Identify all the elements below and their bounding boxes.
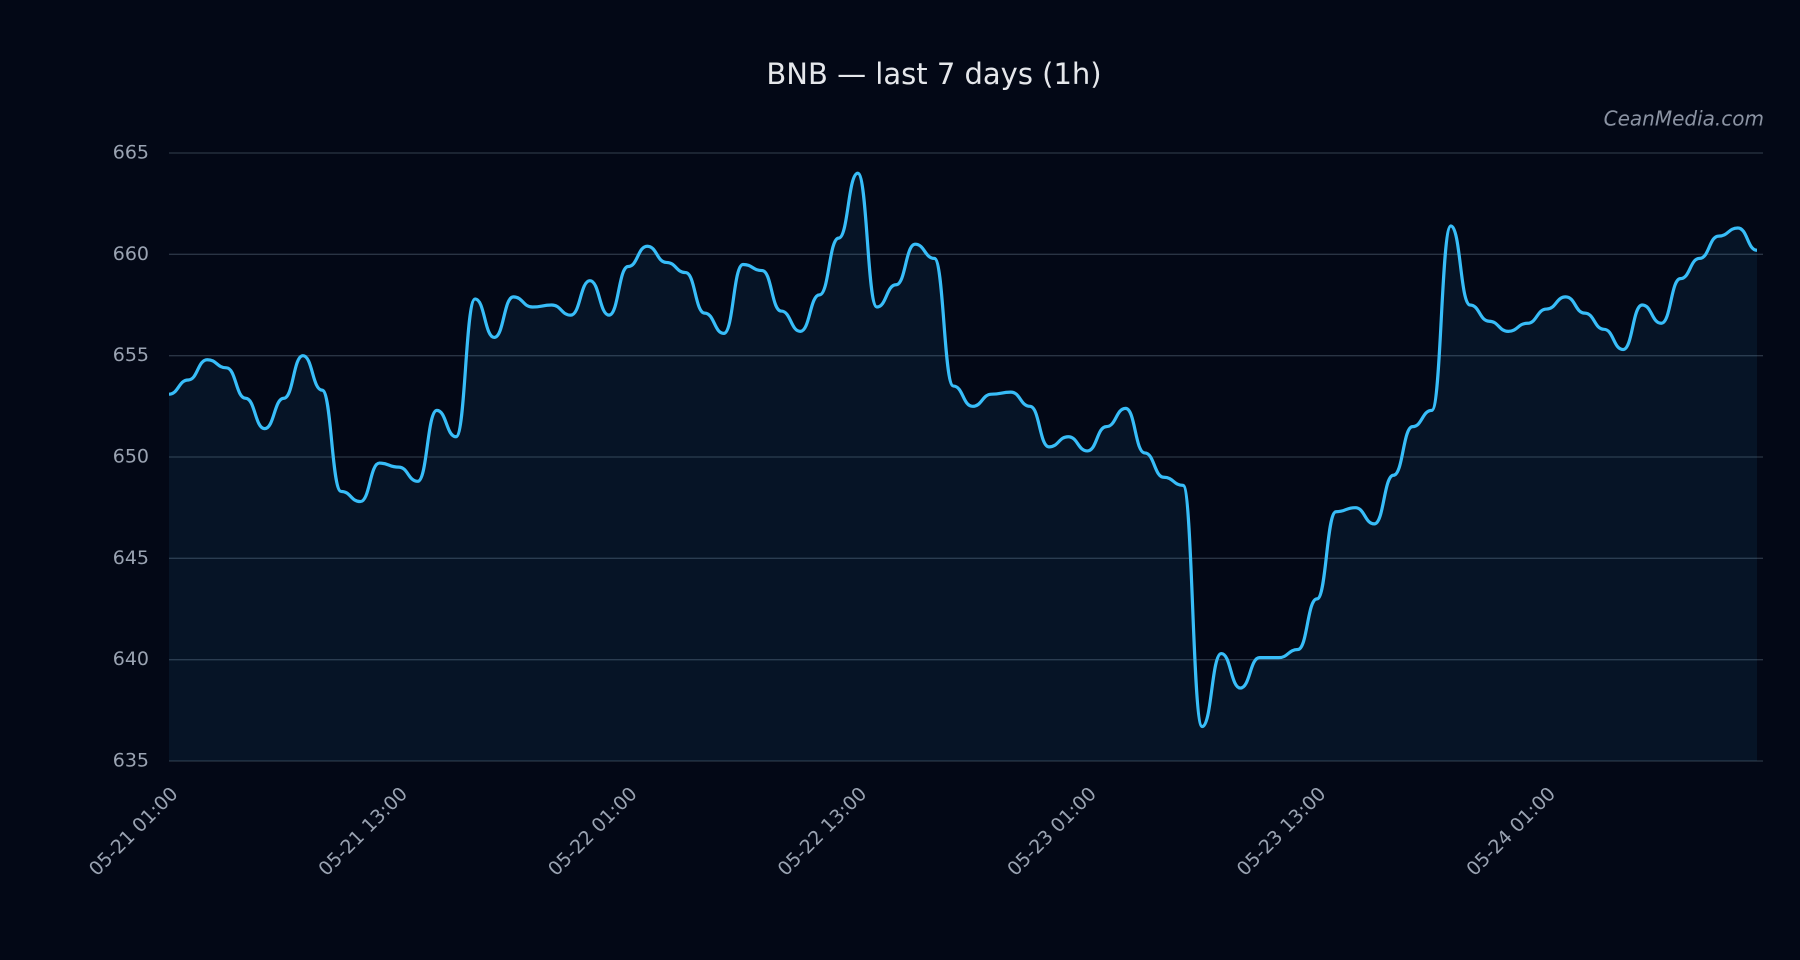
- chart-title: BNB — last 7 days (1h): [766, 57, 1101, 91]
- x-tick-label: 05-22 13:00: [774, 783, 872, 881]
- y-tick-label: 650: [113, 446, 149, 468]
- x-tick-label: 05-22 01:00: [544, 783, 642, 881]
- y-tick-label: 645: [113, 547, 149, 569]
- area: [169, 173, 1757, 761]
- y-tick-label: 655: [113, 344, 149, 366]
- y-tick-label: 665: [113, 142, 149, 164]
- x-tick-label: 05-24 01:00: [1462, 783, 1560, 881]
- x-tick-label: 05-21 01:00: [85, 783, 183, 881]
- price-line: [168, 171, 1758, 729]
- y-tick-label: 660: [113, 243, 149, 265]
- watermark: CeanMedia.com: [1604, 107, 1764, 131]
- x-tick-label: 05-21 13:00: [314, 783, 412, 881]
- x-tick-label: 05-23 01:00: [1003, 783, 1101, 881]
- y-tick-label: 635: [113, 750, 149, 772]
- y-tick-label: 640: [113, 648, 149, 670]
- x-tick-label: 05-23 13:00: [1233, 783, 1331, 881]
